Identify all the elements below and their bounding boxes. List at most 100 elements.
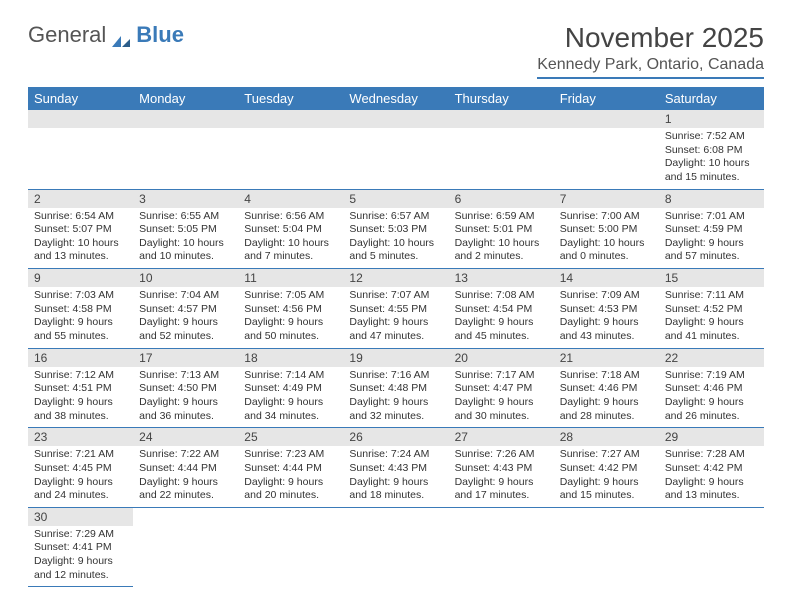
sunset-text: Sunset: 4:55 PM [349, 303, 442, 317]
day-cell [659, 507, 764, 587]
sunrise-text: Sunrise: 6:56 AM [244, 210, 337, 224]
day-number: 4 [238, 190, 343, 208]
day-number: 7 [554, 190, 659, 208]
calendar-page: GeneralBlue November 2025 Kennedy Park, … [0, 0, 792, 609]
daylight-text: Daylight: 9 hours and 38 minutes. [34, 396, 127, 423]
week-row: 1Sunrise: 7:52 AMSunset: 6:08 PMDaylight… [28, 110, 764, 189]
day-cell: 8Sunrise: 7:01 AMSunset: 4:59 PMDaylight… [659, 189, 764, 269]
day-cell: 14Sunrise: 7:09 AMSunset: 4:53 PMDayligh… [554, 269, 659, 349]
day-cell: 3Sunrise: 6:55 AMSunset: 5:05 PMDaylight… [133, 189, 238, 269]
daylight-text: Daylight: 9 hours and 57 minutes. [665, 237, 758, 264]
day-number: 15 [659, 269, 764, 287]
location-label: Kennedy Park, Ontario, Canada [537, 56, 764, 73]
day-cell: 15Sunrise: 7:11 AMSunset: 4:52 PMDayligh… [659, 269, 764, 349]
day-cell: 6Sunrise: 6:59 AMSunset: 5:01 PMDaylight… [449, 189, 554, 269]
day-details: Sunrise: 7:52 AMSunset: 6:08 PMDaylight:… [659, 128, 764, 189]
day-cell [449, 507, 554, 587]
day-cell: 25Sunrise: 7:23 AMSunset: 4:44 PMDayligh… [238, 428, 343, 508]
sunrise-text: Sunrise: 7:01 AM [665, 210, 758, 224]
sunrise-text: Sunrise: 7:04 AM [139, 289, 232, 303]
sunrise-text: Sunrise: 7:21 AM [34, 448, 127, 462]
day-details: Sunrise: 7:18 AMSunset: 4:46 PMDaylight:… [554, 367, 659, 428]
sunset-text: Sunset: 4:48 PM [349, 382, 442, 396]
sunset-text: Sunset: 4:56 PM [244, 303, 337, 317]
day-cell: 12Sunrise: 7:07 AMSunset: 4:55 PMDayligh… [343, 269, 448, 349]
daylight-text: Daylight: 9 hours and 45 minutes. [455, 316, 548, 343]
day-cell [343, 110, 448, 189]
day-details: Sunrise: 6:54 AMSunset: 5:07 PMDaylight:… [28, 208, 133, 269]
day-cell: 26Sunrise: 7:24 AMSunset: 4:43 PMDayligh… [343, 428, 448, 508]
sunset-text: Sunset: 4:50 PM [139, 382, 232, 396]
day-number-empty [238, 110, 343, 128]
day-number: 28 [554, 428, 659, 446]
weekday-header: Tuesday [238, 87, 343, 110]
day-details: Sunrise: 7:28 AMSunset: 4:42 PMDaylight:… [659, 446, 764, 507]
sunrise-text: Sunrise: 7:00 AM [560, 210, 653, 224]
day-cell [554, 507, 659, 587]
day-details: Sunrise: 7:23 AMSunset: 4:44 PMDaylight:… [238, 446, 343, 507]
sunrise-text: Sunrise: 7:22 AM [139, 448, 232, 462]
daylight-text: Daylight: 9 hours and 30 minutes. [455, 396, 548, 423]
sunrise-text: Sunrise: 7:28 AM [665, 448, 758, 462]
day-number: 10 [133, 269, 238, 287]
daylight-text: Daylight: 9 hours and 55 minutes. [34, 316, 127, 343]
daylight-text: Daylight: 10 hours and 5 minutes. [349, 237, 442, 264]
sunrise-text: Sunrise: 7:14 AM [244, 369, 337, 383]
sunrise-text: Sunrise: 7:17 AM [455, 369, 548, 383]
sunrise-text: Sunrise: 7:11 AM [665, 289, 758, 303]
day-cell: 24Sunrise: 7:22 AMSunset: 4:44 PMDayligh… [133, 428, 238, 508]
sunset-text: Sunset: 4:42 PM [665, 462, 758, 476]
day-cell: 9Sunrise: 7:03 AMSunset: 4:58 PMDaylight… [28, 269, 133, 349]
day-cell: 10Sunrise: 7:04 AMSunset: 4:57 PMDayligh… [133, 269, 238, 349]
sunset-text: Sunset: 4:46 PM [665, 382, 758, 396]
week-row: 23Sunrise: 7:21 AMSunset: 4:45 PMDayligh… [28, 428, 764, 508]
day-cell: 4Sunrise: 6:56 AMSunset: 5:04 PMDaylight… [238, 189, 343, 269]
day-details: Sunrise: 7:16 AMSunset: 4:48 PMDaylight:… [343, 367, 448, 428]
sunrise-text: Sunrise: 7:03 AM [34, 289, 127, 303]
day-cell: 7Sunrise: 7:00 AMSunset: 5:00 PMDaylight… [554, 189, 659, 269]
logo-text-blue: Blue [136, 22, 184, 48]
day-details: Sunrise: 6:57 AMSunset: 5:03 PMDaylight:… [343, 208, 448, 269]
daylight-text: Daylight: 9 hours and 36 minutes. [139, 396, 232, 423]
day-details: Sunrise: 7:17 AMSunset: 4:47 PMDaylight:… [449, 367, 554, 428]
day-details: Sunrise: 7:11 AMSunset: 4:52 PMDaylight:… [659, 287, 764, 348]
sail-icon [110, 28, 132, 42]
day-number: 3 [133, 190, 238, 208]
weekday-header-row: Sunday Monday Tuesday Wednesday Thursday… [28, 87, 764, 110]
day-details: Sunrise: 7:07 AMSunset: 4:55 PMDaylight:… [343, 287, 448, 348]
day-number: 14 [554, 269, 659, 287]
day-number: 20 [449, 349, 554, 367]
day-cell: 11Sunrise: 7:05 AMSunset: 4:56 PMDayligh… [238, 269, 343, 349]
sunrise-text: Sunrise: 7:13 AM [139, 369, 232, 383]
week-row: 2Sunrise: 6:54 AMSunset: 5:07 PMDaylight… [28, 189, 764, 269]
sunset-text: Sunset: 4:47 PM [455, 382, 548, 396]
daylight-text: Daylight: 10 hours and 2 minutes. [455, 237, 548, 264]
day-cell: 19Sunrise: 7:16 AMSunset: 4:48 PMDayligh… [343, 348, 448, 428]
sunset-text: Sunset: 4:45 PM [34, 462, 127, 476]
day-number-empty [28, 110, 133, 128]
day-cell [343, 507, 448, 587]
daylight-text: Daylight: 9 hours and 12 minutes. [34, 555, 127, 582]
sunrise-text: Sunrise: 6:54 AM [34, 210, 127, 224]
sunset-text: Sunset: 6:08 PM [665, 144, 758, 158]
sunrise-text: Sunrise: 7:09 AM [560, 289, 653, 303]
daylight-text: Daylight: 9 hours and 20 minutes. [244, 476, 337, 503]
day-number: 22 [659, 349, 764, 367]
sunset-text: Sunset: 4:53 PM [560, 303, 653, 317]
day-details: Sunrise: 7:01 AMSunset: 4:59 PMDaylight:… [659, 208, 764, 269]
day-number: 21 [554, 349, 659, 367]
day-cell: 17Sunrise: 7:13 AMSunset: 4:50 PMDayligh… [133, 348, 238, 428]
daylight-text: Daylight: 10 hours and 15 minutes. [665, 157, 758, 184]
weekday-header: Wednesday [343, 87, 448, 110]
day-number: 24 [133, 428, 238, 446]
day-details: Sunrise: 7:04 AMSunset: 4:57 PMDaylight:… [133, 287, 238, 348]
sunrise-text: Sunrise: 7:05 AM [244, 289, 337, 303]
sunset-text: Sunset: 4:43 PM [455, 462, 548, 476]
weekday-header: Thursday [449, 87, 554, 110]
week-row: 30Sunrise: 7:29 AMSunset: 4:41 PMDayligh… [28, 507, 764, 587]
weekday-header: Sunday [28, 87, 133, 110]
day-number: 9 [28, 269, 133, 287]
sunset-text: Sunset: 4:46 PM [560, 382, 653, 396]
day-number: 29 [659, 428, 764, 446]
sunrise-text: Sunrise: 6:59 AM [455, 210, 548, 224]
